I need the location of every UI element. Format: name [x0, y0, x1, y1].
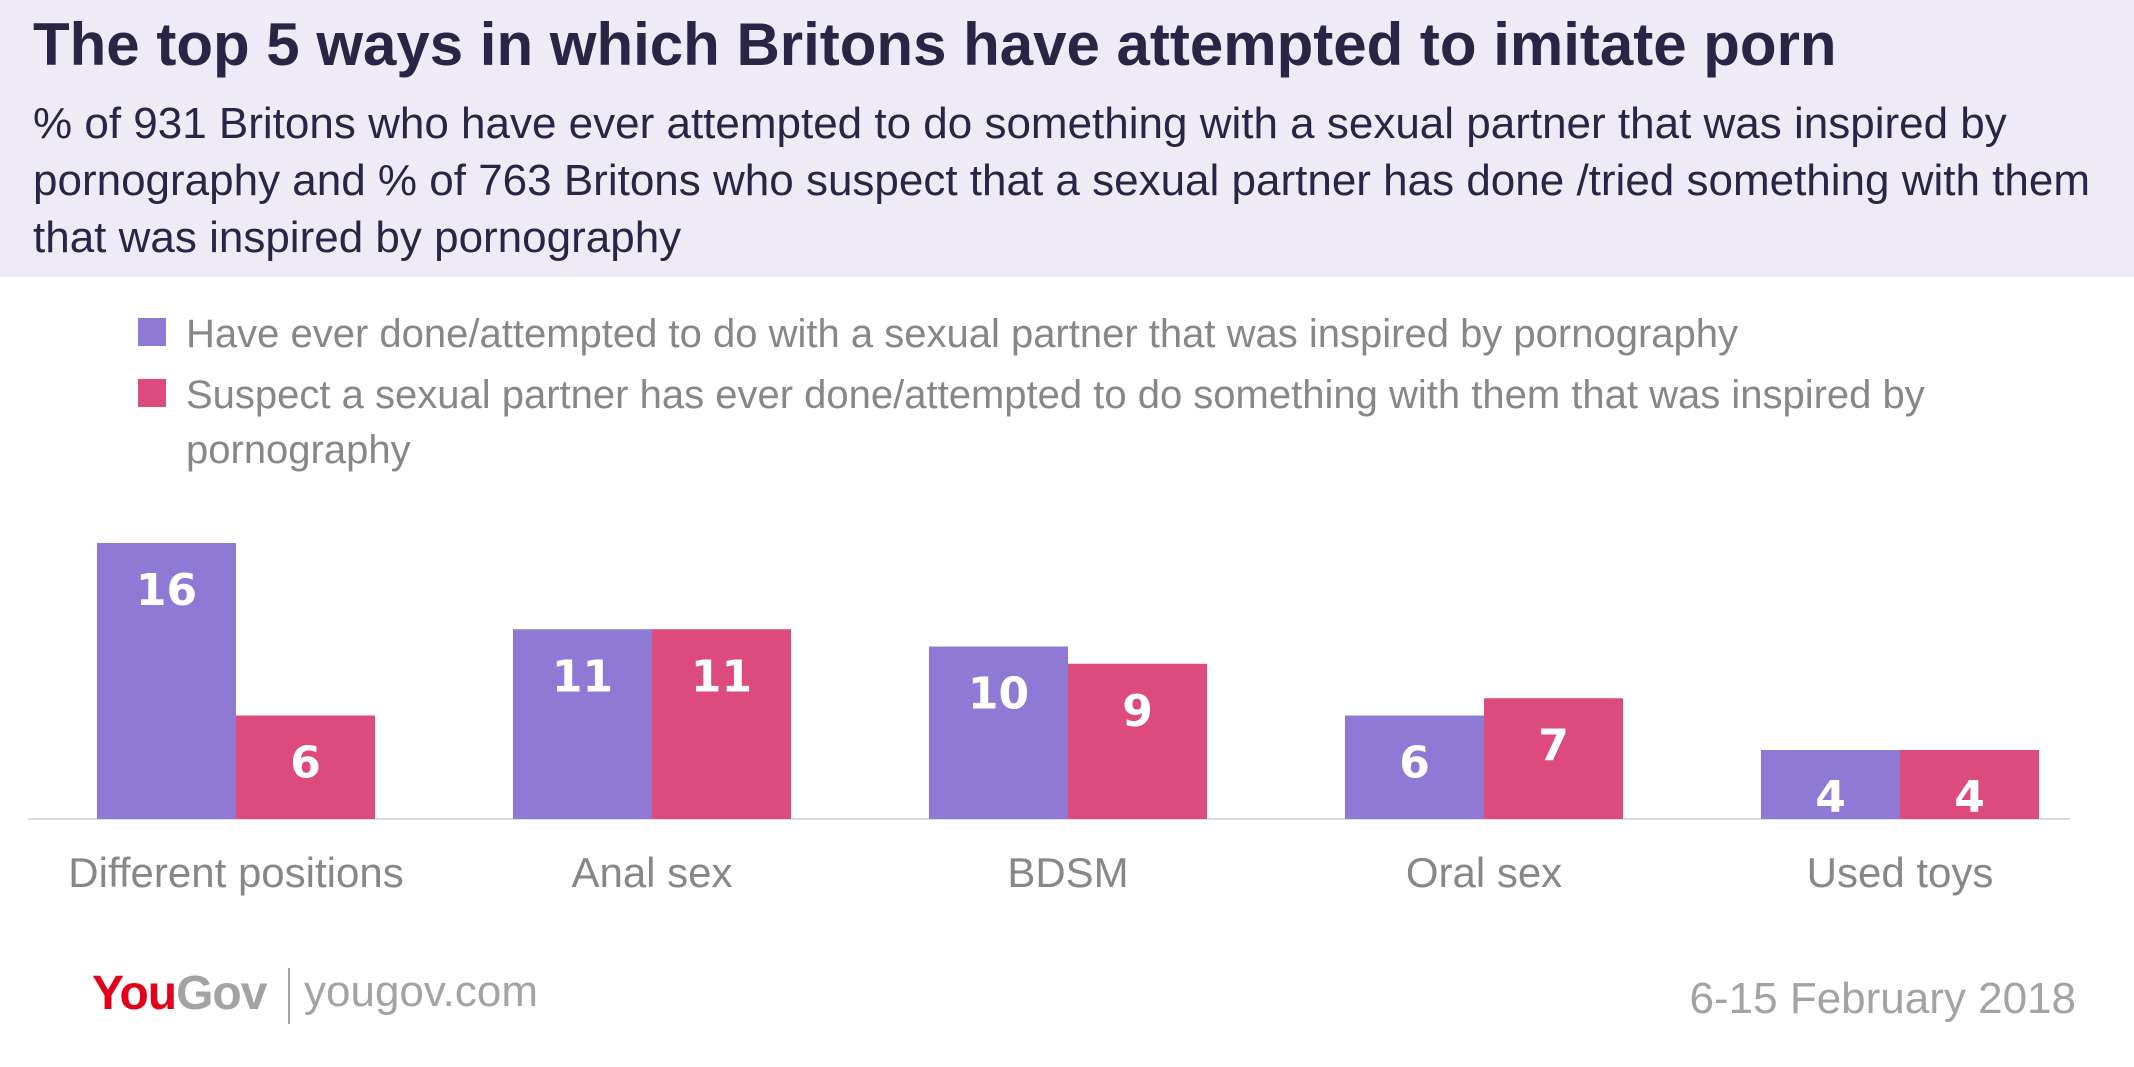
chart-subtitle: % of 931 Britons who have ever attempted…	[33, 99, 2090, 262]
bar-have-done-2	[929, 646, 1068, 819]
fieldwork-date: 6-15 February 2018	[1689, 974, 2076, 1023]
bar-suspect-1	[652, 629, 791, 819]
bar-suspect-3	[1484, 698, 1623, 819]
bar-have-done-0	[97, 543, 236, 819]
category-label-0: Different positions	[68, 849, 403, 896]
bar-suspect-2	[1068, 663, 1207, 819]
bar-have-done-3	[1345, 715, 1484, 819]
legend-swatch-suspect	[138, 379, 166, 407]
data-label-have-done-1: 11	[552, 651, 613, 702]
site-url: yougov.com	[304, 967, 538, 1016]
legend-label-have-done: Have ever done/attempted to do with a se…	[186, 312, 1739, 356]
bar-suspect-0	[236, 715, 375, 819]
data-label-have-done-3: 6	[1399, 738, 1430, 789]
bar-have-done-1	[513, 629, 652, 819]
data-label-suspect-1: 11	[691, 651, 752, 702]
bar-have-done-4	[1761, 750, 1900, 819]
legend-swatch-have-done	[138, 318, 166, 346]
data-label-suspect-0: 6	[290, 738, 321, 789]
category-label-2: BDSM	[1007, 849, 1128, 896]
chart-title: The top 5 ways in which Britons have att…	[33, 11, 1837, 78]
header-panel: The top 5 ways in which Britons have att…	[0, 0, 2134, 277]
data-label-suspect-2: 9	[1122, 686, 1153, 737]
bar-suspect-4	[1900, 750, 2039, 819]
yougov-logo: YouGov	[92, 967, 267, 1020]
logo-divider	[288, 968, 290, 1024]
category-label-3: Oral sex	[1406, 849, 1562, 896]
legend-label-suspect: Suspect a sexual partner has ever done/a…	[186, 373, 1925, 472]
data-label-suspect-3: 7	[1538, 720, 1569, 771]
data-label-have-done-0: 16	[136, 565, 197, 616]
data-label-suspect-4: 4	[1954, 772, 1985, 823]
category-label-1: Anal sex	[571, 849, 732, 896]
data-label-have-done-2: 10	[968, 669, 1029, 720]
category-label-4: Used toys	[1807, 849, 1994, 896]
data-label-have-done-4: 4	[1815, 772, 1846, 823]
